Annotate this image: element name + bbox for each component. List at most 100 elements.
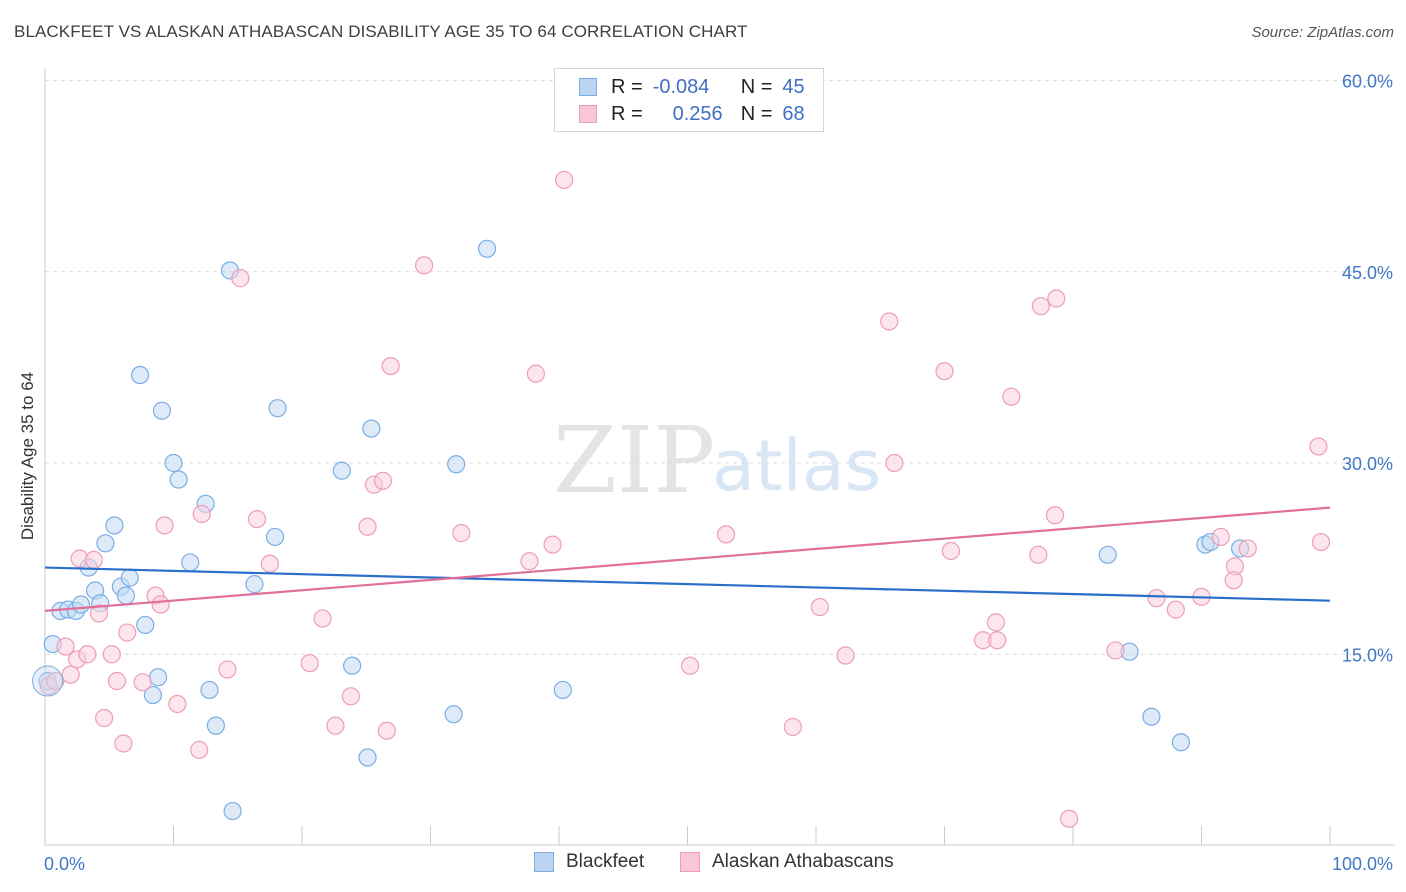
blackfeet-point xyxy=(265,527,285,547)
n-label: N = xyxy=(740,75,773,98)
alaskan-athabascans-point xyxy=(107,671,127,691)
legend-item-blackfeet: Blackfeet xyxy=(534,851,644,873)
blackfeet-point xyxy=(343,656,362,675)
blackfeet-point xyxy=(96,534,115,553)
alaskan-athabascans-point xyxy=(1002,387,1021,406)
legend-item-alaskan-athabascans: Alaskan Athabascans xyxy=(680,851,894,873)
alaskan-athabascans-trend-line xyxy=(44,506,1331,612)
n-value: 68 xyxy=(782,102,805,125)
blackfeet-point xyxy=(1098,545,1117,564)
x-tick-label-max: 100.0% xyxy=(1332,854,1393,874)
alaskan-athabascans-point xyxy=(260,554,279,573)
alaskan-athabascans-point xyxy=(1311,532,1331,552)
y-tick-label: 15.0% xyxy=(1342,645,1393,665)
alaskan-athabascans-point xyxy=(520,552,539,571)
alaskan-athabascans-point xyxy=(452,524,471,543)
alaskan-athabascans-point xyxy=(190,740,209,759)
alaskan-athabascans-point xyxy=(810,597,829,617)
blackfeet-point xyxy=(447,455,466,474)
alaskan-athabascans-point xyxy=(1309,437,1328,456)
alaskan-athabascans-point xyxy=(61,665,80,684)
blackfeet-point xyxy=(130,365,150,385)
alaskan-athabascans-point xyxy=(1047,289,1066,308)
blackfeet-point xyxy=(332,461,351,480)
alaskan-athabascans-point xyxy=(84,550,103,570)
blackfeet-point xyxy=(71,595,91,614)
blackfeet-legend-swatch xyxy=(534,852,554,872)
alaskan-athabascans-point xyxy=(102,645,121,664)
blackfeet-point xyxy=(148,668,168,687)
blackfeet-point xyxy=(181,553,200,572)
alaskan-athabascans-point xyxy=(1029,545,1048,564)
blackfeet-point xyxy=(116,586,136,605)
blackfeet-point xyxy=(444,705,463,724)
alaskan-athabascans-point xyxy=(56,637,75,656)
blackfeet-point xyxy=(105,516,124,535)
alaskan-athabascans-point xyxy=(78,645,97,664)
alaskan-athabascans-point xyxy=(341,687,360,706)
alaskan-athabascans-point xyxy=(247,509,267,529)
alaskan-athabascans-point xyxy=(543,535,562,554)
alaskan-athabascans-point xyxy=(716,525,736,544)
blackfeet-point xyxy=(358,748,377,767)
blackfeet-trend-line xyxy=(44,566,1331,602)
alaskan-athabascans-point xyxy=(555,170,574,190)
alaskan-athabascans-point xyxy=(155,516,174,535)
alaskan-athabascans-point xyxy=(1238,539,1257,558)
alaskan-athabascans-legend-swatch xyxy=(680,852,700,872)
blackfeet-point xyxy=(169,470,188,489)
alaskan-athabascans-point xyxy=(1147,589,1166,608)
legend-row-blackfeet: R = -0.084 N = 45 xyxy=(579,75,805,99)
n-value: 45 xyxy=(782,75,805,98)
alaskan-athabascans-point xyxy=(885,453,904,473)
blackfeet-point xyxy=(200,680,219,700)
alaskan-athabascans-point xyxy=(680,656,700,675)
alaskan-athabascans-point xyxy=(46,671,65,691)
watermark-atlas: atlas xyxy=(712,425,881,507)
alaskan-athabascans-point xyxy=(1106,641,1125,660)
blackfeet-point xyxy=(136,615,155,635)
alaskan-athabascans-point xyxy=(1211,527,1230,547)
r-label: R = xyxy=(611,75,643,98)
alaskan-athabascans-point xyxy=(381,357,400,376)
blackfeet-point xyxy=(164,453,183,473)
r-value: 0.256 xyxy=(672,102,723,125)
alaskan-athabascans-point xyxy=(218,660,237,679)
alaskan-athabascans-point xyxy=(941,541,961,561)
blackfeet-point xyxy=(206,716,226,735)
alaskan-athabascans-point xyxy=(168,694,187,714)
alaskan-athabascans-point xyxy=(1060,809,1079,828)
alaskan-athabascans-point xyxy=(114,734,133,753)
alaskan-athabascans-point xyxy=(377,721,396,740)
legend-label-alaskan-athabascans: Alaskan Athabascans xyxy=(712,851,894,872)
alaskan-athabascans-point xyxy=(231,269,250,288)
blackfeet-swatch xyxy=(579,78,597,96)
chart-title: BLACKFEET VS ALASKAN ATHABASCAN DISABILI… xyxy=(14,22,748,41)
alaskan-athabascans-point xyxy=(89,604,109,623)
source-credit: Source: ZipAtlas.com xyxy=(1251,24,1394,41)
alaskan-athabascans-point xyxy=(880,312,899,331)
alaskan-athabascans-point xyxy=(313,609,332,628)
blackfeet-point xyxy=(362,419,381,438)
alaskan-athabascans-point xyxy=(151,595,170,614)
blackfeet-point xyxy=(553,680,572,700)
blackfeet-point xyxy=(1171,733,1191,752)
alaskan-athabascans-point xyxy=(133,673,152,692)
blackfeet-point xyxy=(223,801,242,821)
correlation-legend: R = -0.084 N = 45 R = 0.256 N = 68 xyxy=(554,68,824,132)
blackfeet-point xyxy=(152,401,172,420)
alaskan-athabascans-point xyxy=(1031,297,1050,316)
alaskan-athabascans-point xyxy=(1166,600,1185,619)
alaskan-athabascans-point xyxy=(1045,506,1065,525)
alaskan-athabascans-swatch xyxy=(579,105,597,123)
alaskan-athabascans-point xyxy=(935,362,954,381)
alaskan-athabascans-point xyxy=(326,716,345,735)
alaskan-athabascans-point xyxy=(783,717,802,737)
y-tick-label: 45.0% xyxy=(1342,263,1393,283)
blackfeet-point xyxy=(245,575,264,594)
blackfeet-point xyxy=(1142,707,1161,726)
x-tick-label-min: 0.0% xyxy=(44,854,85,874)
legend-label-blackfeet: Blackfeet xyxy=(566,851,645,872)
blackfeet-point xyxy=(143,685,163,705)
